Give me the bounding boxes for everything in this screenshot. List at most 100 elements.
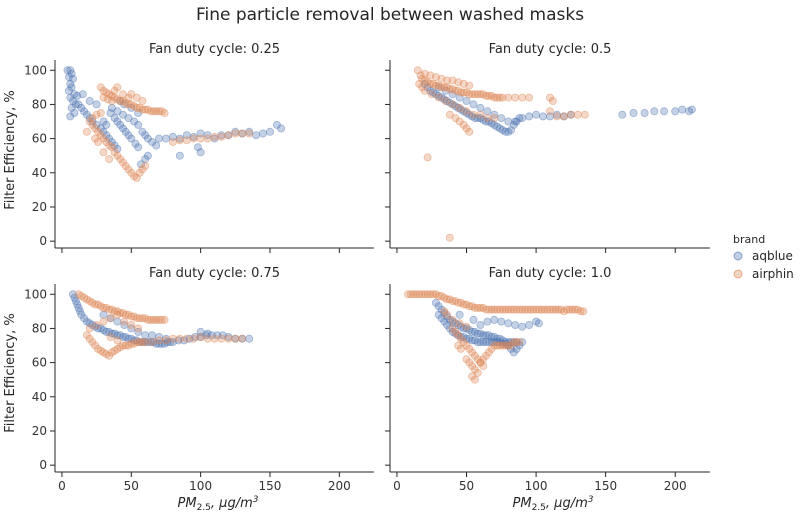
data-point xyxy=(132,336,141,345)
legend: brand aqblue airphin xyxy=(733,233,794,281)
ylabel-top: Filter Efficiency, % xyxy=(3,90,18,210)
data-point xyxy=(203,134,212,143)
data-point xyxy=(456,88,465,97)
data-point xyxy=(571,305,580,314)
data-point xyxy=(512,344,521,353)
data-point xyxy=(459,120,468,129)
data-point xyxy=(82,317,91,326)
data-point xyxy=(116,97,125,106)
data-point xyxy=(423,83,432,92)
data-point xyxy=(124,310,133,319)
data-point xyxy=(119,158,128,167)
data-point xyxy=(168,137,177,146)
data-point xyxy=(73,91,82,100)
data-point xyxy=(99,326,108,335)
data-point xyxy=(238,334,247,343)
data-point xyxy=(134,120,143,129)
data-point xyxy=(532,305,541,314)
data-point xyxy=(149,107,158,116)
data-point xyxy=(442,83,451,92)
data-point xyxy=(116,309,125,318)
data-point xyxy=(105,141,114,150)
data-point xyxy=(493,334,502,343)
data-point xyxy=(132,173,141,182)
data-point xyxy=(102,131,111,140)
data-point xyxy=(149,315,158,324)
data-point xyxy=(420,69,429,78)
data-point xyxy=(518,114,527,123)
data-point xyxy=(559,307,568,316)
data-point xyxy=(509,120,518,129)
data-point xyxy=(551,305,560,314)
data-point xyxy=(470,375,479,384)
data-point xyxy=(506,341,515,350)
data-point xyxy=(434,310,443,319)
data-point xyxy=(557,305,566,314)
data-point xyxy=(504,93,513,102)
y-tick-label: 60 xyxy=(32,356,47,370)
data-point xyxy=(119,124,128,133)
data-point xyxy=(77,291,86,300)
data-point xyxy=(437,305,446,314)
data-point xyxy=(511,93,520,102)
data-point xyxy=(497,114,506,123)
data-point xyxy=(440,293,449,302)
data-point xyxy=(217,131,226,140)
data-point xyxy=(473,329,482,338)
data-point xyxy=(121,161,130,170)
data-point xyxy=(512,338,521,347)
data-point xyxy=(106,314,115,323)
data-point xyxy=(468,361,477,370)
data-point xyxy=(113,307,122,316)
data-point xyxy=(152,339,161,348)
data-point xyxy=(91,341,100,350)
data-point xyxy=(88,114,97,123)
data-point xyxy=(138,338,147,347)
data-point xyxy=(160,315,169,324)
data-point xyxy=(91,134,100,143)
data-point xyxy=(448,297,457,306)
data-point xyxy=(493,341,502,350)
data-point xyxy=(127,90,136,99)
x-tick-label: 100 xyxy=(525,479,548,493)
data-point xyxy=(473,355,482,364)
data-point xyxy=(454,341,463,350)
data-point xyxy=(462,322,471,331)
data-point xyxy=(484,338,493,347)
data-point xyxy=(217,334,226,343)
data-point xyxy=(493,93,502,102)
data-point xyxy=(207,331,216,340)
data-point xyxy=(92,100,101,109)
data-point xyxy=(459,332,468,341)
data-point xyxy=(135,314,144,323)
data-point xyxy=(465,334,474,343)
data-point xyxy=(434,291,443,300)
data-point xyxy=(468,90,477,99)
data-point xyxy=(135,338,144,347)
data-point xyxy=(537,305,546,314)
data-point xyxy=(88,298,97,307)
data-point xyxy=(73,300,82,309)
data-point xyxy=(210,134,219,143)
data-point xyxy=(202,331,211,340)
data-point xyxy=(459,79,468,88)
data-point xyxy=(483,317,492,326)
data-point xyxy=(501,339,510,348)
data-point xyxy=(130,117,139,126)
data-point xyxy=(434,81,443,90)
data-point xyxy=(426,290,435,299)
data-point xyxy=(448,90,457,99)
data-point xyxy=(559,112,568,121)
data-point xyxy=(479,303,488,312)
data-point xyxy=(429,88,438,97)
data-point xyxy=(134,324,143,333)
data-point xyxy=(497,317,506,326)
data-point xyxy=(476,320,485,329)
data-point xyxy=(440,83,449,92)
data-point xyxy=(559,112,568,121)
data-point xyxy=(99,86,108,95)
data-point xyxy=(640,109,649,118)
data-point xyxy=(196,134,205,143)
data-point xyxy=(493,122,502,131)
x-tick-label: 0 xyxy=(393,479,401,493)
